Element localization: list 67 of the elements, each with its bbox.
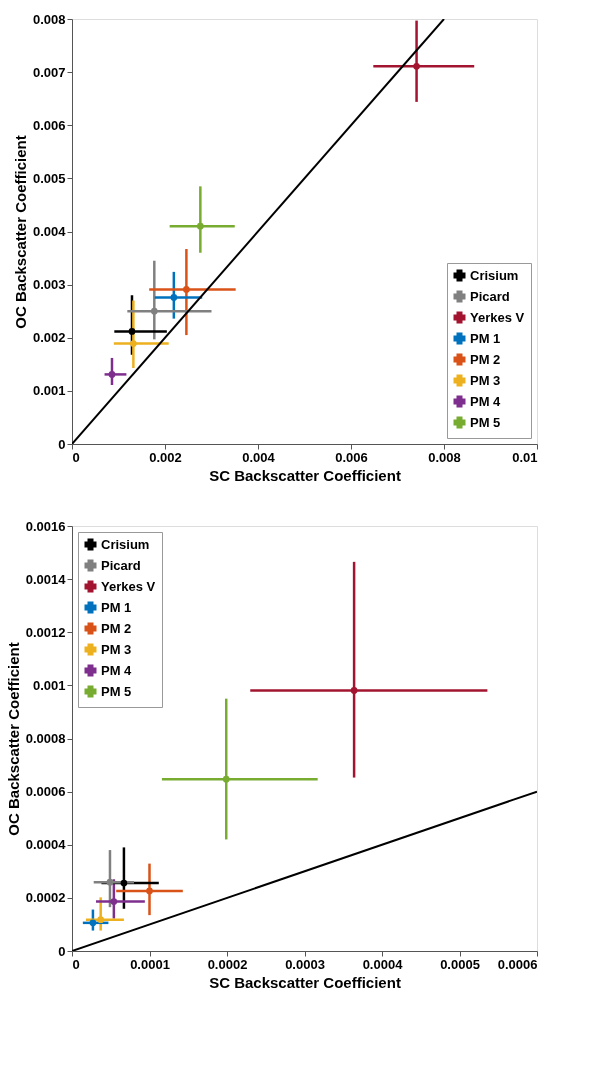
legend-label: PM 5 (101, 683, 132, 699)
point (130, 340, 137, 347)
point (150, 307, 158, 315)
point (146, 887, 153, 895)
point (196, 222, 204, 230)
x-axis-title: SC Backscatter Coefficient (209, 973, 401, 991)
legend-label: PM 1 (101, 599, 132, 615)
y-tick-label: 0.0004 (25, 837, 67, 853)
point (89, 919, 97, 927)
point (128, 328, 136, 335)
y-tick-label: 0.001 (32, 677, 66, 693)
legend-label: Crisium (470, 267, 519, 283)
point (106, 878, 114, 886)
y-tick-label: 0.0016 (25, 518, 66, 534)
legend-label: Picard (101, 557, 141, 573)
y-axis-title: OC Backscatter Coefficient (4, 642, 22, 836)
x-tick-label: 0.006 (335, 449, 368, 465)
y-tick-label: 0 (58, 943, 66, 959)
x-tick-label: 0 (72, 956, 80, 972)
y-tick-label: 0.005 (32, 170, 66, 186)
point (108, 371, 116, 378)
x-tick-label: 0.0002 (207, 956, 248, 972)
point (97, 916, 105, 923)
y-tick-label: 0.0012 (25, 624, 66, 640)
legend-label: Yerkes V (470, 309, 525, 325)
y-tick-label: 0.008 (32, 11, 66, 27)
legend-label: PM 5 (470, 414, 501, 430)
legend-label: Picard (470, 288, 510, 304)
y-tick-label: 0.002 (32, 330, 66, 346)
x-tick-label: 0.0005 (440, 956, 480, 972)
legend-label: PM 3 (470, 372, 501, 388)
point (170, 294, 178, 301)
y-axis-title: OC Backscatter Coefficient (11, 135, 29, 329)
legend-label: PM 4 (470, 393, 502, 409)
y-tick-label: 0.0006 (25, 784, 66, 800)
y-tick-label: 0 (58, 436, 66, 452)
y-tick-label: 0.001 (32, 383, 66, 399)
y-tick-label: 0.006 (32, 117, 66, 133)
x-tick-label: 0.0006 (497, 956, 538, 972)
x-tick-label: 0.002 (149, 449, 182, 465)
point (413, 62, 420, 70)
y-tick-label: 0.0002 (25, 890, 66, 906)
y-tick-label: 0.0008 (25, 731, 66, 746)
legend-label: Yerkes V (101, 578, 156, 594)
legend-label: PM 1 (470, 330, 501, 346)
x-axis-title: SC Backscatter Coefficient (209, 466, 401, 484)
y-tick-label: 0.0014 (25, 571, 67, 587)
point (110, 898, 118, 905)
y-tick-label: 0.004 (32, 224, 67, 239)
point (183, 286, 190, 293)
x-tick-label: 0.0004 (362, 956, 404, 972)
x-tick-label: 0.004 (242, 449, 276, 465)
legend-label: Crisium (101, 536, 150, 552)
legend-label: PM 2 (470, 351, 501, 367)
x-tick-label: 0.01 (512, 449, 538, 465)
point (120, 879, 128, 887)
point (222, 775, 230, 783)
legend-label: PM 3 (101, 641, 132, 657)
y-tick-label: 0.003 (32, 277, 66, 293)
x-tick-label: 0.0003 (285, 956, 325, 972)
x-tick-label: 0.0001 (130, 956, 170, 972)
y-tick-label: 0.007 (32, 64, 66, 80)
point (350, 687, 358, 694)
x-tick-label: 0.008 (428, 449, 461, 465)
legend-label: PM 4 (101, 662, 133, 678)
x-tick-label: 0 (72, 449, 80, 465)
legend-label: PM 2 (101, 620, 132, 636)
